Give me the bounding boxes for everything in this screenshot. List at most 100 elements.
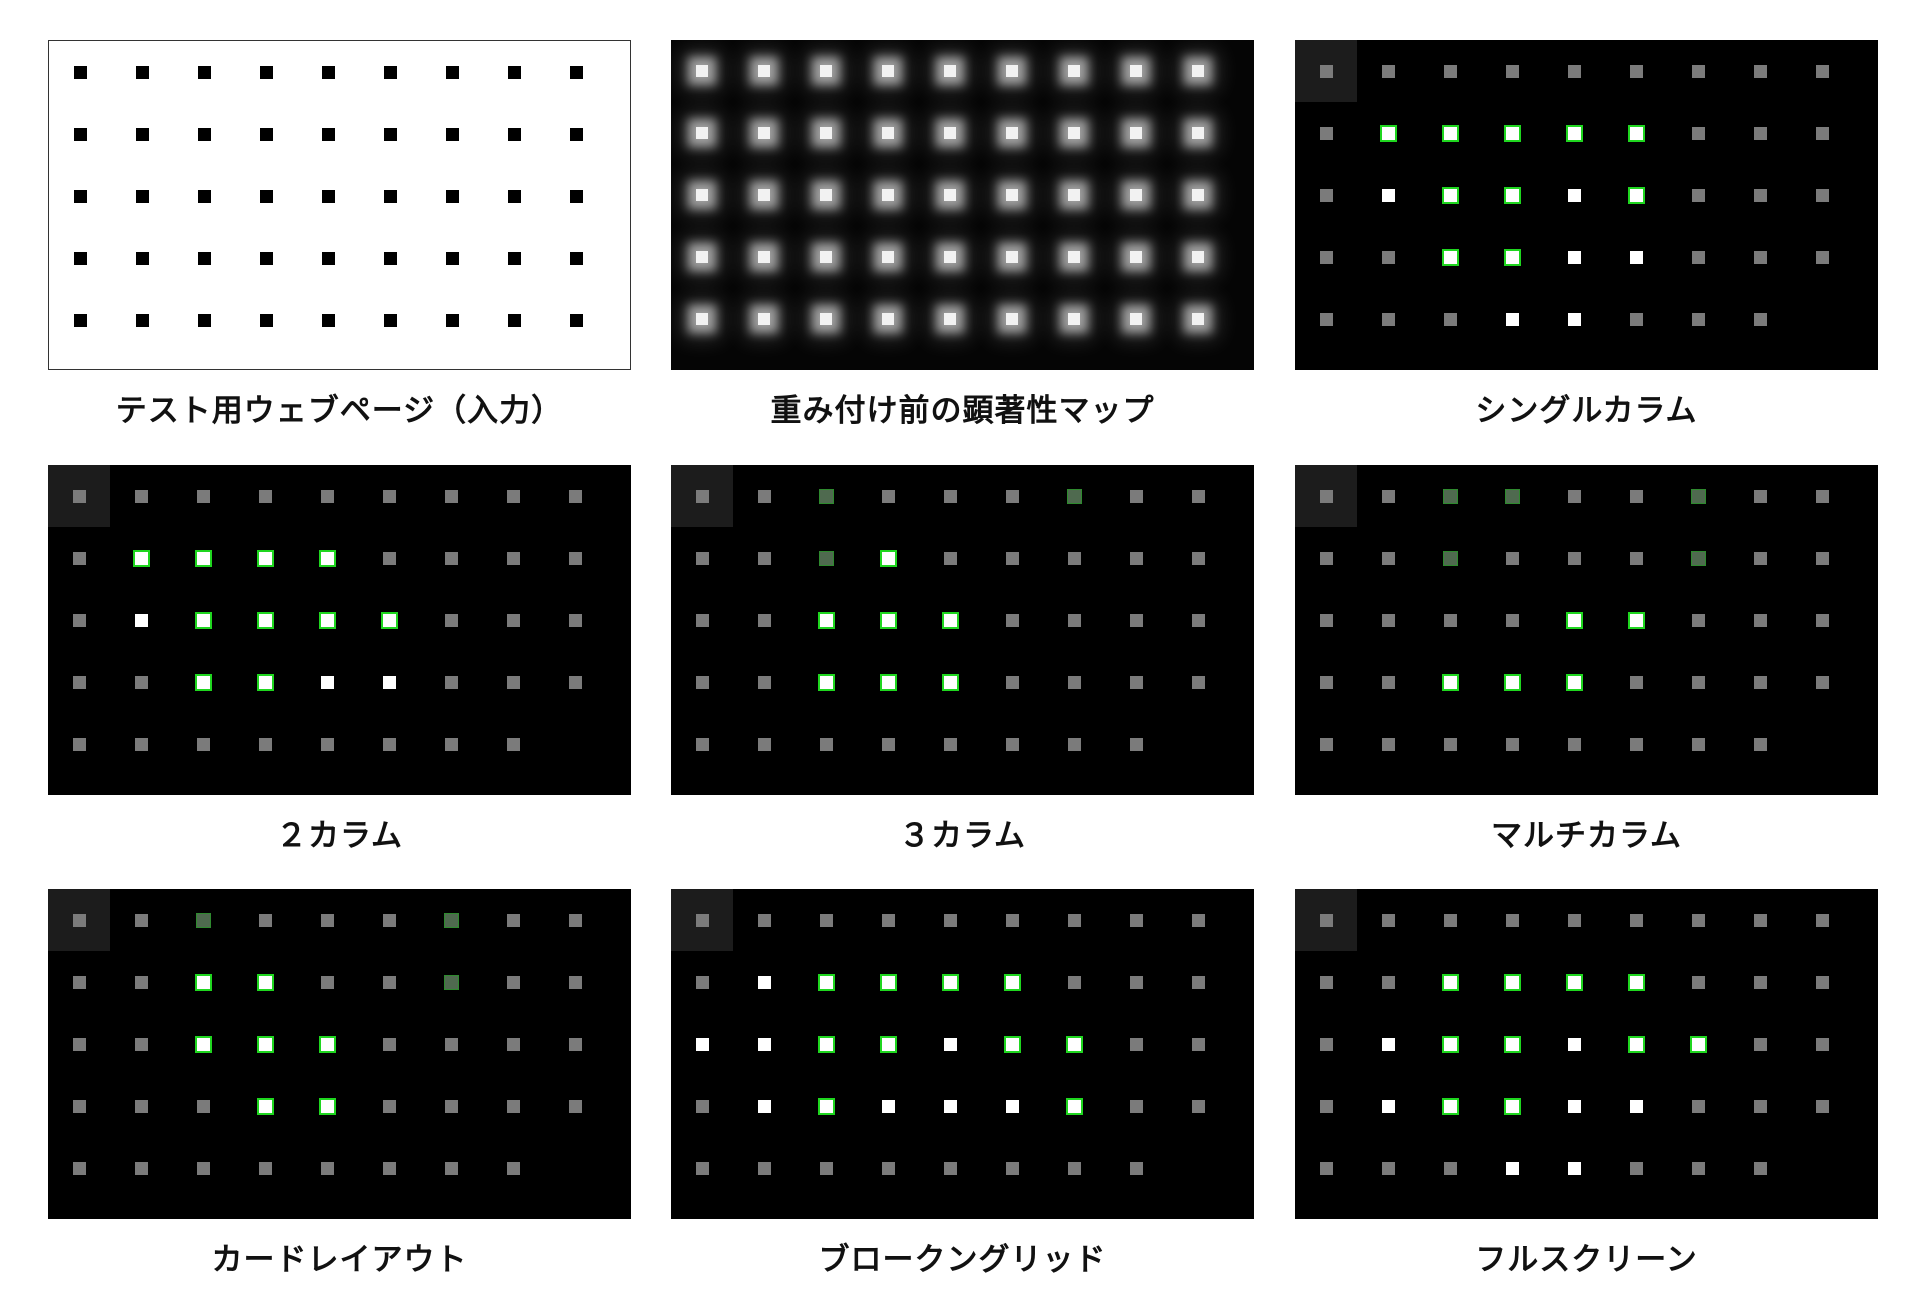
highlighted-dot bbox=[1567, 126, 1581, 140]
highlighted-dot bbox=[196, 1037, 210, 1051]
panel-caption: マルチカラム bbox=[1490, 818, 1683, 854]
background-dot bbox=[258, 1161, 272, 1175]
highlighted-dot bbox=[1443, 675, 1457, 689]
dot bbox=[259, 251, 273, 265]
background-dot bbox=[1753, 126, 1767, 140]
highlighted-dot bbox=[258, 551, 272, 565]
salient-dot bbox=[820, 189, 832, 201]
dot bbox=[383, 65, 397, 79]
dot bbox=[383, 127, 397, 141]
background-dot bbox=[1381, 312, 1395, 326]
salient-dot bbox=[1006, 127, 1018, 139]
salient-dot bbox=[1068, 313, 1080, 325]
background-dot bbox=[1629, 1161, 1643, 1175]
attended-dot bbox=[1505, 1161, 1519, 1175]
attended-dot bbox=[757, 1099, 771, 1113]
panel-image bbox=[48, 465, 631, 795]
panel-three-column: ３カラム bbox=[671, 465, 1254, 854]
background-dot bbox=[506, 737, 520, 751]
background-dot bbox=[1319, 551, 1333, 565]
background-dot bbox=[1319, 1161, 1333, 1175]
background-dot bbox=[1691, 913, 1705, 927]
attended-dot bbox=[695, 1037, 709, 1051]
background-dot bbox=[382, 913, 396, 927]
attended-dot bbox=[881, 1099, 895, 1113]
background-dot bbox=[258, 737, 272, 751]
background-dot bbox=[1319, 675, 1333, 689]
attended-dot bbox=[1567, 1161, 1581, 1175]
background-dot bbox=[819, 737, 833, 751]
dot bbox=[507, 65, 521, 79]
dot bbox=[135, 251, 149, 265]
background-dot bbox=[1753, 551, 1767, 565]
salient-dot bbox=[944, 251, 956, 263]
highlighted-dot bbox=[1443, 975, 1457, 989]
dot bbox=[321, 189, 335, 203]
background-dot bbox=[757, 1161, 771, 1175]
background-dot bbox=[506, 1099, 520, 1113]
background-dot bbox=[1691, 737, 1705, 751]
highlighted-dot bbox=[1505, 1037, 1519, 1051]
highlighted-dot bbox=[943, 975, 957, 989]
highlighted-dot bbox=[320, 1037, 334, 1051]
attended-dot bbox=[320, 675, 334, 689]
highlighted-dot bbox=[1505, 250, 1519, 264]
background-dot bbox=[1319, 312, 1333, 326]
salient-dot bbox=[758, 127, 770, 139]
background-dot bbox=[1381, 1161, 1395, 1175]
background-dot bbox=[320, 913, 334, 927]
attended-dot bbox=[1567, 250, 1581, 264]
weak-highlighted-dot bbox=[444, 913, 458, 927]
background-dot bbox=[943, 1161, 957, 1175]
panel-caption: カードレイアウト bbox=[211, 1242, 468, 1278]
background-dot bbox=[382, 1099, 396, 1113]
dot bbox=[197, 189, 211, 203]
background-dot bbox=[506, 975, 520, 989]
salient-dot bbox=[758, 189, 770, 201]
background-dot bbox=[1129, 489, 1143, 503]
background-dot bbox=[1381, 250, 1395, 264]
background-dot bbox=[134, 1099, 148, 1113]
background-dot bbox=[1629, 913, 1643, 927]
background-dot bbox=[1753, 1037, 1767, 1051]
background-dot bbox=[506, 489, 520, 503]
highlighted-dot bbox=[258, 613, 272, 627]
salient-dot bbox=[1130, 127, 1142, 139]
background-dot bbox=[1191, 613, 1205, 627]
background-dot bbox=[320, 975, 334, 989]
background-dot bbox=[1815, 64, 1829, 78]
background-dot bbox=[506, 613, 520, 627]
highlighted-dot bbox=[134, 551, 148, 565]
highlighted-dot bbox=[1443, 126, 1457, 140]
panel-caption: 重み付け前の顕著性マップ bbox=[770, 393, 1155, 429]
background-dot bbox=[134, 675, 148, 689]
background-dot bbox=[1691, 1161, 1705, 1175]
background-dot bbox=[444, 551, 458, 565]
salient-dot bbox=[1192, 251, 1204, 263]
weak-highlighted-dot bbox=[1067, 489, 1081, 503]
background-dot bbox=[757, 551, 771, 565]
dot bbox=[197, 65, 211, 79]
background-dot bbox=[1129, 675, 1143, 689]
highlighted-dot bbox=[1629, 188, 1643, 202]
background-dot bbox=[1753, 250, 1767, 264]
background-dot bbox=[1129, 1161, 1143, 1175]
highlighted-dot bbox=[320, 1099, 334, 1113]
weak-highlighted-dot bbox=[1691, 489, 1705, 503]
background-dot bbox=[1753, 675, 1767, 689]
background-dot bbox=[568, 1037, 582, 1051]
background-dot bbox=[568, 489, 582, 503]
background-dot bbox=[1381, 489, 1395, 503]
highlighted-dot bbox=[1629, 126, 1643, 140]
background-dot bbox=[1005, 489, 1019, 503]
dot bbox=[507, 189, 521, 203]
background-dot bbox=[320, 489, 334, 503]
background-dot bbox=[1005, 737, 1019, 751]
highlighted-dot bbox=[881, 1037, 895, 1051]
weak-highlighted-dot bbox=[819, 489, 833, 503]
panel-image bbox=[671, 40, 1254, 370]
background-dot bbox=[1319, 1037, 1333, 1051]
salient-dot bbox=[696, 251, 708, 263]
panel-image bbox=[1295, 40, 1878, 370]
background-dot bbox=[1319, 64, 1333, 78]
